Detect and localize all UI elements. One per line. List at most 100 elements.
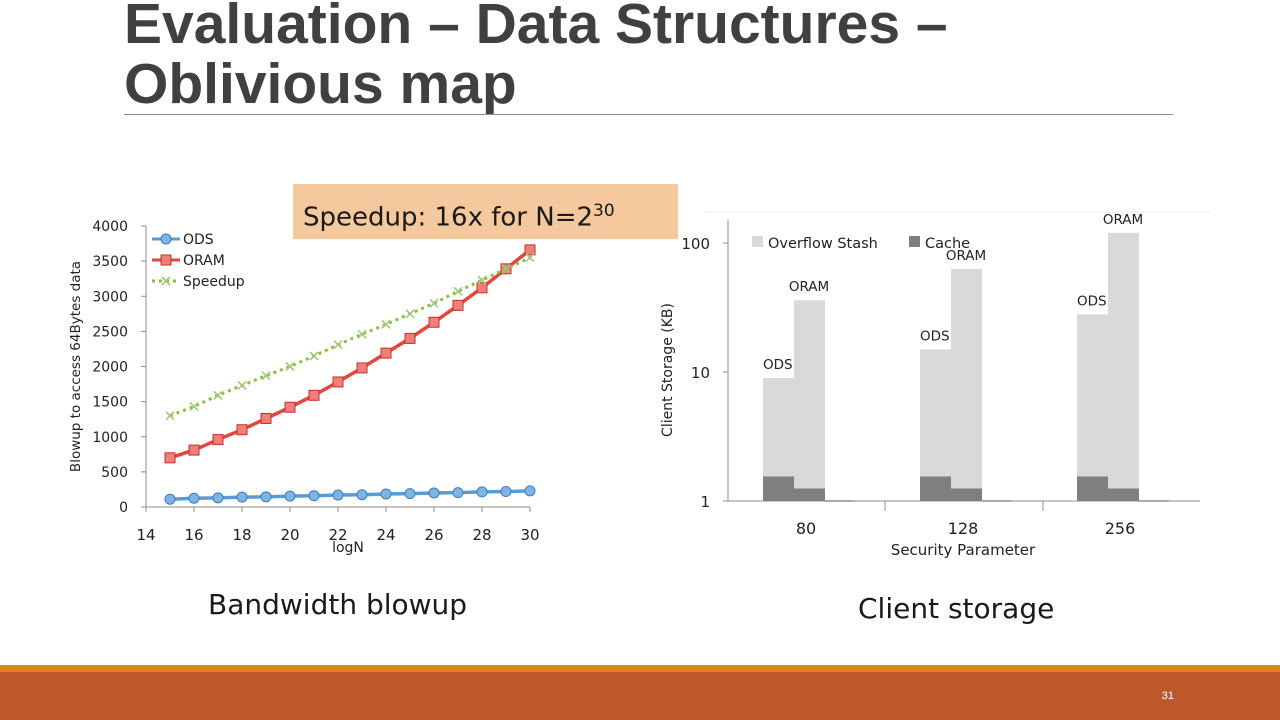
point-oram — [188, 444, 200, 456]
y-tick-label: 1000 — [92, 430, 128, 446]
y-tick-label: 100 — [681, 235, 710, 253]
point-oram — [212, 434, 224, 446]
bar-chart: 1 10 100 ODS ORAM 80 ODS ORAM 128 ODS ORAM 256 Secur… — [660, 211, 1210, 559]
point-speedup — [189, 401, 199, 412]
legend-marker-oram — [160, 254, 172, 266]
point-oram — [524, 244, 536, 256]
point-speedup — [501, 264, 511, 274]
title-divider — [124, 114, 1173, 115]
x-axis-title: logN — [332, 540, 364, 556]
point-ods — [380, 488, 392, 500]
bar-cache — [951, 488, 982, 501]
category-label: 128 — [948, 519, 979, 538]
point-ods — [356, 489, 368, 501]
bar-overflow-stash — [951, 268, 982, 501]
legend-label-speedup: Speedup — [183, 274, 245, 290]
x-tick-label: 30 — [520, 526, 539, 544]
x-tick-label: 28 — [472, 526, 491, 544]
point-ods — [236, 491, 248, 503]
y-tick-label: 1 — [700, 493, 710, 511]
point-ods — [332, 489, 344, 501]
series-line-speedup — [169, 256, 531, 418]
point-speedup — [405, 309, 415, 319]
point-ods — [260, 491, 272, 503]
point-ods — [284, 490, 296, 502]
bar-label: ODS — [763, 357, 793, 373]
point-oram — [380, 347, 392, 359]
point-ods — [500, 486, 512, 498]
line-chart: 0 500 1000 1500 2000 2500 3000 3500 4000 14 16 18 20… — [68, 219, 540, 556]
y-tick-label: 500 — [101, 465, 128, 481]
point-ods — [476, 486, 488, 498]
point-speedup — [285, 361, 295, 372]
point-speedup — [261, 371, 271, 381]
point-oram — [308, 389, 320, 401]
point-speedup — [165, 411, 175, 421]
y-tick-label: 10 — [691, 364, 710, 382]
bar-overflow-stash — [794, 300, 825, 501]
bar-label: ORAM — [946, 248, 986, 264]
point-speedup — [213, 390, 223, 400]
point-oram — [356, 362, 368, 374]
y-tick-label: 0 — [119, 500, 128, 516]
bar-label: ODS — [1077, 293, 1107, 309]
footer-bar: 31 — [0, 672, 1280, 720]
x-tick-label: 18 — [232, 526, 251, 544]
point-ods — [404, 488, 416, 500]
slide-title: Evaluation – Data Structures – Oblivious… — [124, 0, 948, 116]
legend-swatch-overflow-stash — [752, 236, 763, 247]
point-oram — [404, 332, 416, 344]
bar-cache — [794, 488, 825, 501]
point-speedup — [381, 319, 391, 329]
bar-overflow-stash — [1108, 232, 1139, 501]
y-tick-label: 1500 — [92, 395, 128, 411]
point-speedup — [237, 380, 247, 391]
y-tick-label: 3000 — [92, 289, 128, 305]
callout-text: Speedup: 16x for N=2 — [303, 202, 594, 233]
point-speedup — [429, 298, 439, 308]
point-oram — [332, 376, 344, 388]
x-tick-label: 20 — [280, 526, 299, 544]
y-axis-title: Blowup to access 64Bytes data — [68, 261, 84, 472]
legend-marker-ods — [160, 233, 172, 245]
bar-label: ORAM — [1103, 212, 1143, 228]
point-ods — [212, 492, 224, 504]
point-ods — [188, 492, 200, 504]
left-chart-caption: Bandwidth blowup — [208, 588, 468, 621]
legend-label-cache: Cache — [925, 236, 970, 252]
point-speedup — [333, 340, 343, 350]
point-ods — [164, 493, 176, 505]
bar-label: ORAM — [789, 279, 829, 295]
series-line-oram — [169, 248, 532, 460]
bar-label: ODS — [920, 328, 950, 344]
point-speedup — [453, 286, 463, 296]
bar-overflow-stash — [920, 349, 951, 501]
legend-label-oram: ORAM — [183, 253, 225, 269]
x-axis-title: Security Parameter — [891, 541, 1036, 559]
x-tick-label: 16 — [184, 526, 203, 544]
legend-label-overflow-stash: Overflow Stash — [768, 236, 878, 252]
x-tick-label: 24 — [376, 526, 395, 544]
bar-cache — [763, 476, 794, 501]
bar-cache — [1108, 488, 1139, 501]
legend-label-ods: ODS — [183, 232, 214, 248]
charts-canvas: 0 500 1000 1500 2000 2500 3000 3500 4000 14 16 18 20… — [68, 211, 1210, 559]
y-axis-title: Client Storage (KB) — [660, 303, 676, 437]
y-tick-label: 2500 — [92, 324, 128, 340]
point-ods — [308, 490, 320, 502]
bar-cache — [920, 476, 951, 501]
series-line-ods — [169, 489, 531, 502]
footer-stripe — [0, 665, 1280, 672]
y-tick-label: 2000 — [92, 360, 128, 376]
point-speedup — [309, 351, 319, 361]
point-oram — [284, 401, 296, 413]
legend-swatch-cache — [909, 236, 920, 247]
y-tick-label: 4000 — [92, 219, 128, 235]
callout-exponent: 30 — [593, 201, 615, 221]
point-ods — [524, 485, 536, 497]
point-speedup — [357, 329, 367, 339]
legend-marker-speedup — [161, 276, 171, 286]
point-oram — [164, 452, 176, 464]
y-tick-label: 3500 — [92, 254, 128, 270]
category-label: 256 — [1105, 519, 1136, 538]
